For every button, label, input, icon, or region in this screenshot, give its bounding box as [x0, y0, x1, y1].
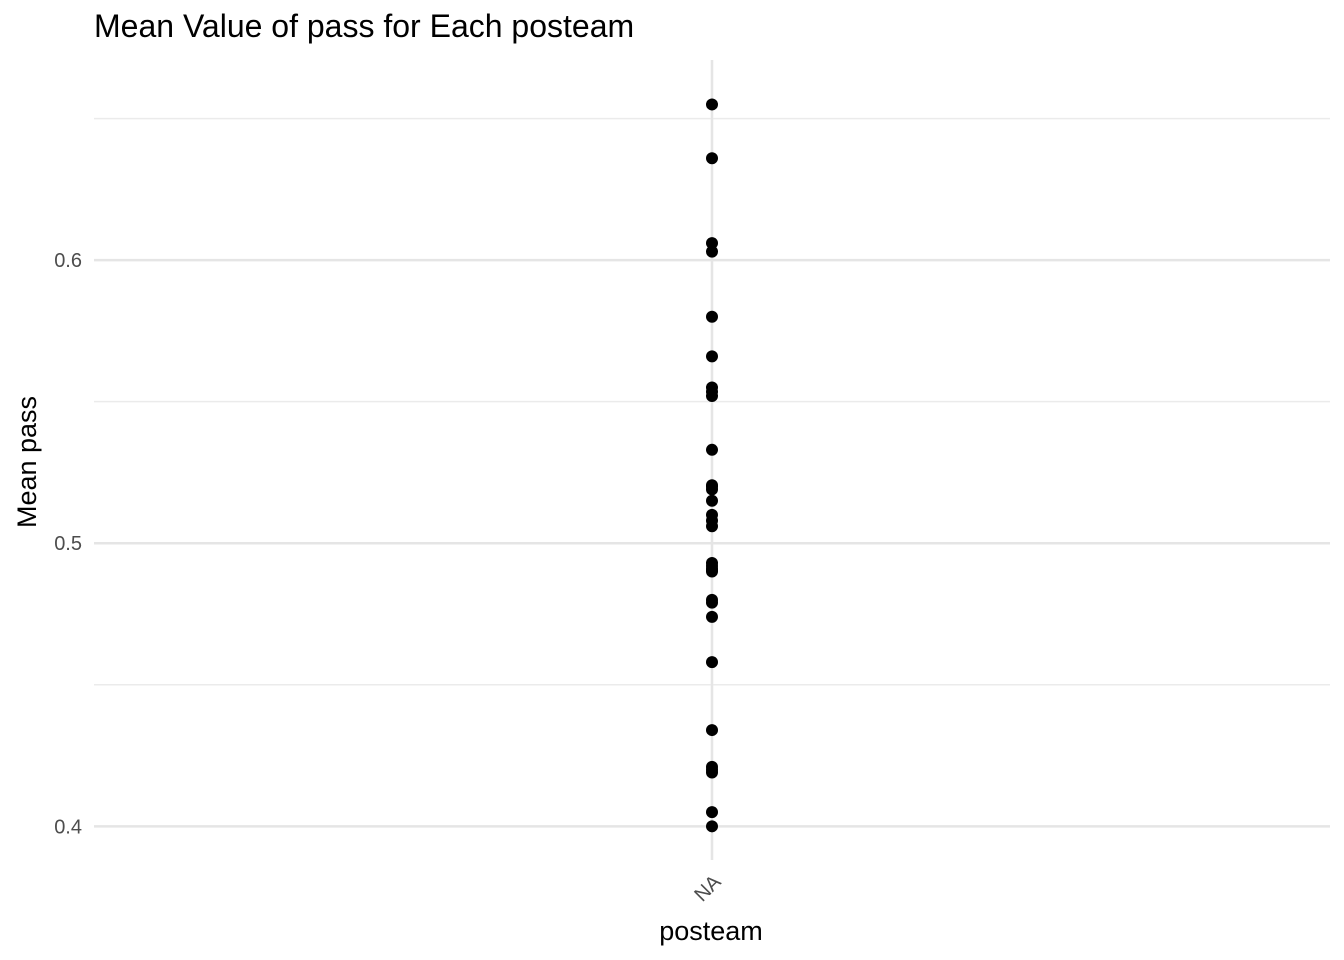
y-tick-label: 0.4	[54, 816, 82, 838]
data-point	[706, 564, 718, 577]
data-point	[706, 98, 718, 111]
data-point	[706, 724, 718, 737]
data-point	[706, 610, 718, 623]
data-point	[706, 596, 718, 609]
x-tick-labels: NA	[690, 871, 726, 907]
gridlines	[94, 60, 1330, 860]
y-axis-label: Mean pass	[12, 396, 42, 528]
data-point	[706, 310, 718, 323]
data-points	[706, 98, 718, 833]
data-point	[706, 479, 718, 492]
data-point	[706, 245, 718, 258]
data-point	[706, 385, 718, 398]
data-point	[706, 656, 718, 669]
data-point	[706, 350, 718, 363]
data-point	[706, 806, 718, 819]
x-tick-label: NA	[690, 871, 726, 907]
x-axis-label: posteam	[659, 916, 763, 946]
y-tick-labels: 0.4 0.5 0.6	[54, 250, 82, 838]
data-point	[706, 820, 718, 833]
data-point	[706, 237, 718, 250]
data-point	[706, 443, 718, 456]
chart-title: Mean Value of pass for Each posteam	[94, 8, 635, 44]
y-tick-label: 0.6	[54, 250, 82, 272]
data-point	[706, 494, 718, 507]
data-point	[706, 520, 718, 533]
data-point	[706, 152, 718, 165]
y-tick-label: 0.5	[54, 533, 82, 555]
data-point	[706, 766, 718, 779]
